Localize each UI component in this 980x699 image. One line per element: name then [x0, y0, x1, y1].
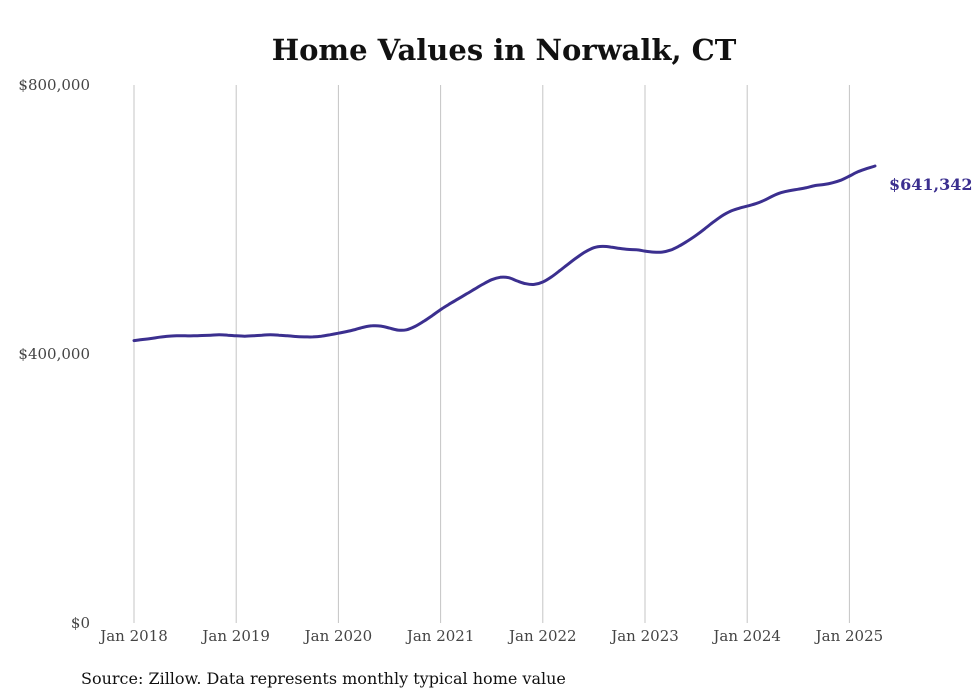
- x-tick-label: Jan 2021: [405, 627, 475, 645]
- x-axis-ticks: Jan 2018 Jan 2019 Jan 2020 Jan 2021 Jan 2022…: [98, 627, 883, 645]
- x-tick-label: Jan 2023: [609, 627, 679, 645]
- y-axis-ticks: $0 $400,000 $800,000: [18, 76, 90, 632]
- x-tick-label: Jan 2020: [303, 627, 373, 645]
- home-value-line: [132, 164, 877, 343]
- source-note: Source: Zillow. Data represents monthly …: [81, 669, 566, 688]
- x-tick-label: Jan 2018: [98, 627, 168, 645]
- y-tick-label: $800,000: [18, 76, 90, 94]
- y-tick-label: $0: [71, 614, 90, 632]
- x-tick-label: Jan 2025: [814, 627, 884, 645]
- x-tick-label: Jan 2019: [200, 627, 270, 645]
- x-tick-label: Jan 2024: [711, 627, 781, 645]
- chart-title: Home Values in Norwalk, CT: [272, 33, 737, 67]
- end-value-label: $641,342: [889, 175, 973, 194]
- gridlines: [133, 85, 850, 623]
- x-tick-label: Jan 2022: [507, 627, 577, 645]
- y-tick-label: $400,000: [18, 345, 90, 363]
